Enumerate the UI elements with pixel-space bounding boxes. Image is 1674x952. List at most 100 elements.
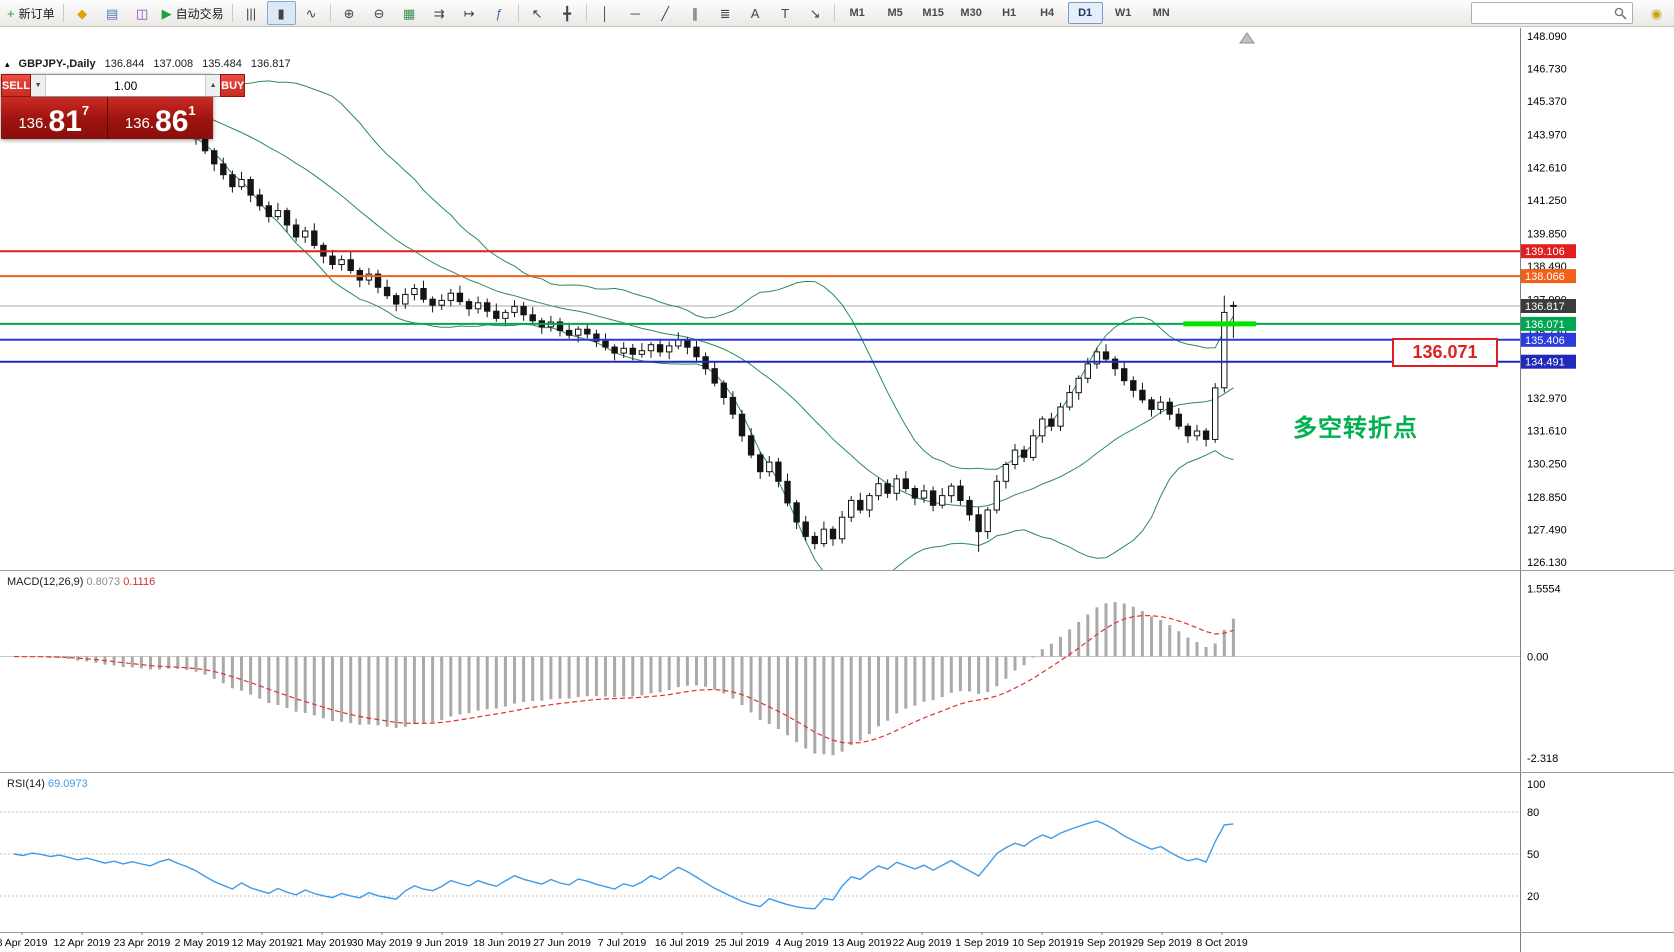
bar-chart-mode-button[interactable]: ||| (237, 1, 266, 25)
buy-button[interactable]: BUY (220, 74, 246, 97)
candle-bullish (238, 179, 245, 188)
candle-bullish (766, 461, 773, 473)
timeframe-mn-button[interactable]: MN (1152, 7, 1170, 19)
candle-bullish (447, 292, 455, 301)
time-tick-label: 8 Oct 2019 (1196, 937, 1248, 949)
ohlc-high: 137.008 (153, 58, 194, 70)
line-chart-mode-button[interactable]: ∿ (297, 1, 326, 25)
sell-price-big: 81 (48, 105, 82, 139)
timeframe-d1-button[interactable]: D1 (1067, 2, 1103, 24)
scales[interactable]: 148.090 146.730 145.370 143.970 142.610 141.2… (0, 28, 1674, 952)
charts-button[interactable]: ◆ (68, 1, 97, 25)
cursor-button[interactable]: ↖ (523, 1, 552, 25)
price-tick-label: 148.090 (1527, 31, 1567, 43)
candlestick-mode-button[interactable]: ▮ (266, 1, 296, 25)
macd-pane[interactable] (0, 602, 1520, 756)
buy-price-button[interactable]: 136. 86 1 (107, 97, 213, 139)
zoom-in-button[interactable]: ⊕ (335, 1, 364, 25)
symbol-name: GBPJPY-,Daily (18, 58, 96, 70)
candle-bullish (993, 480, 1000, 511)
tile-windows-button[interactable]: ▦ (395, 1, 424, 25)
candle-bullish (1084, 363, 1091, 379)
time-tick-label: 8 Apr 2019 (0, 937, 48, 949)
label-button[interactable]: T (771, 1, 800, 25)
trendline-button[interactable]: ╱ (651, 1, 680, 25)
chart-shift-marker[interactable] (1239, 32, 1255, 44)
time-tick-label: 30 May 2019 (352, 937, 413, 949)
time-tick-label: 22 Aug 2019 (893, 937, 952, 949)
rsi-tick-label: 50 (1527, 849, 1539, 861)
timeframe-h1-button[interactable]: H1 (1002, 7, 1017, 19)
chart-shift-button[interactable]: ↦ (455, 1, 484, 25)
toolbar-search (1471, 2, 1633, 24)
volume-input[interactable] (46, 75, 206, 96)
new-order-button[interactable]: + 新订单 (3, 1, 59, 25)
ohlc-low: 135.484 (202, 58, 242, 70)
rsi-pane[interactable] (0, 811, 1520, 910)
price-tick-label: 126.130 (1527, 557, 1567, 569)
horizontal-line-button[interactable]: ─ (621, 1, 650, 25)
channel-button[interactable]: ∥ (681, 1, 710, 25)
toolbar-search-input[interactable] (1477, 6, 1610, 20)
new-order-button-label: 新订单 (18, 6, 55, 21)
sell-button[interactable]: SELL (1, 74, 32, 97)
timeframe-m30-button[interactable]: M30 (960, 7, 982, 19)
candle-bullish (1039, 418, 1046, 437)
crosshair-button[interactable]: ╋ (553, 1, 582, 25)
price-tick-label: 139.850 (1527, 228, 1567, 240)
vertical-line-button[interactable]: │ (591, 1, 620, 25)
zoom-out-button[interactable]: ⊖ (365, 1, 394, 25)
time-scale[interactable]: 8 Apr 2019 12 Apr 2019 23 Apr 2019 2 May 20… (0, 932, 1248, 949)
volume-decrease-button[interactable]: ▼ (31, 75, 47, 96)
zoom-out-icon: ⊖ (373, 5, 385, 21)
timeframe-h4-button[interactable]: H4 (1040, 7, 1055, 19)
time-tick-label: 16 Jul 2019 (655, 937, 709, 949)
navigator-button[interactable]: ◫ (128, 1, 157, 25)
candle-bearish (629, 347, 636, 355)
autotrading-button[interactable]: ▶ 自动交易 (158, 1, 228, 25)
volume-increase-button[interactable]: ▲ (205, 75, 221, 96)
timeframe-m5-button[interactable]: M5 (887, 7, 903, 19)
price-badge-136.817 (1521, 299, 1576, 313)
candle-bearish (829, 528, 837, 540)
candle-bullish (948, 485, 955, 497)
candle-bullish (338, 259, 345, 265)
time-tick-label: 2 May 2019 (175, 937, 230, 949)
candle-bullish (638, 350, 646, 355)
candle-bearish (593, 333, 600, 342)
text-button[interactable]: A (741, 1, 770, 25)
candle-bearish (1139, 389, 1146, 401)
timeframe-w1-button[interactable]: W1 (1114, 7, 1132, 19)
arrow-object-button[interactable]: ↘ (801, 1, 830, 25)
price-badge-label: 138.066 (1525, 271, 1565, 283)
auto-scroll-button[interactable]: ⇉ (425, 1, 454, 25)
price-level-callout[interactable]: 136.071 (1392, 338, 1498, 367)
timeframe-m15-button[interactable]: M15 (922, 7, 944, 19)
one-click-panel-toggle[interactable]: ▴ (5, 59, 10, 69)
toolbar-separator (329, 4, 331, 22)
crosshair-icon: ╋ (563, 5, 572, 21)
market-watch-icon: ▤ (105, 5, 119, 21)
price-badge-label: 136.817 (1525, 301, 1565, 313)
fibonacci-button[interactable]: ≣ (711, 1, 740, 25)
price-badge-label: 139.106 (1525, 246, 1565, 258)
candle-bullish (302, 230, 309, 238)
sell-price-button[interactable]: 136. 81 7 (1, 97, 107, 139)
candle-bearish (775, 461, 782, 482)
community-button[interactable]: ◉ (1642, 1, 1671, 25)
timeframe-m1-button[interactable]: M1 (849, 7, 865, 19)
time-tick-label: 12 May 2019 (232, 937, 293, 949)
candle-bearish (393, 295, 400, 305)
candle-bearish (929, 490, 937, 506)
one-click-trading-panel: SELL ▼ ▲ BUY 136. 81 7 136. 86 1 (1, 74, 246, 139)
chart-canvas[interactable]: 148.090 146.730 145.370 143.970 142.610 141.2… (0, 28, 1674, 952)
candle-bearish (247, 179, 254, 196)
time-tick-label: 10 Sep 2019 (1012, 937, 1072, 949)
market-watch-button[interactable]: ▤ (98, 1, 127, 25)
time-tick-label: 7 Jul 2019 (598, 937, 647, 949)
turning-point-annotation[interactable]: 多空转折点 (1293, 415, 1418, 442)
price-pane[interactable] (0, 80, 1520, 592)
indicators-button[interactable]: ƒ (485, 1, 514, 25)
price-scale[interactable]: 148.090 146.730 145.370 143.970 142.610 141.2… (1521, 31, 1576, 569)
